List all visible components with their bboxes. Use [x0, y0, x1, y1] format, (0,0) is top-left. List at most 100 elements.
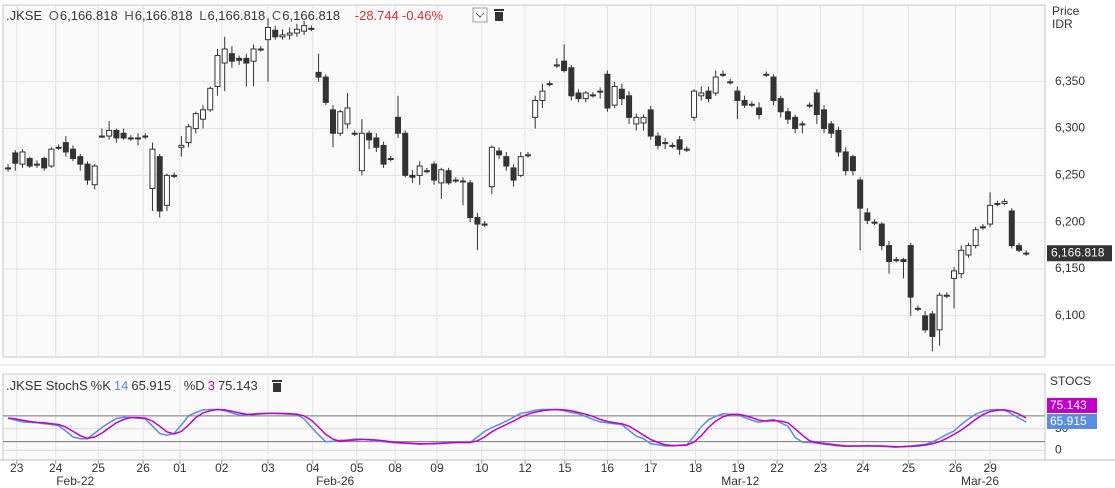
value-tag [1047, 397, 1097, 413]
candle-body [575, 92, 582, 100]
x-major-label: Mar-12 [721, 474, 759, 488]
candle-body [127, 137, 134, 140]
candle-body [84, 163, 91, 181]
candle-body [19, 151, 26, 165]
ohlc-label: H [124, 8, 134, 23]
y-tick-label: 6,100 [1055, 308, 1085, 322]
x-tick-label: 02 [215, 461, 229, 475]
x-major-label: Feb-22 [56, 474, 94, 488]
x-tick-label: 26 [136, 461, 150, 475]
candle-body [691, 90, 698, 118]
x-tick-label: 04 [306, 461, 320, 475]
ohlc-value: 6,166.818 [282, 8, 341, 23]
ohlc-label: O [48, 8, 59, 23]
candle-body [539, 90, 546, 101]
candle-body [286, 32, 293, 36]
candle-body [770, 76, 777, 101]
candle-body [626, 95, 633, 118]
x-tick-label: 10 [475, 461, 489, 475]
candle-body [893, 259, 900, 262]
candle-body [221, 48, 228, 64]
d-value: 75.143 [217, 378, 258, 393]
candle-body [698, 92, 705, 97]
delete-icon[interactable] [494, 9, 504, 21]
candle-body [55, 146, 62, 149]
candle-body [828, 123, 835, 134]
candle-body [857, 179, 864, 209]
d-period: 3 [207, 378, 215, 393]
candle-body [705, 90, 712, 100]
candle-body [243, 57, 250, 64]
y-tick-label: 6,350 [1055, 74, 1085, 88]
candle-body [192, 113, 199, 130]
candle-body [669, 144, 676, 147]
candle-body [871, 221, 878, 224]
candle-body [402, 132, 409, 176]
candle-body [113, 129, 120, 139]
candle-body [994, 202, 1001, 205]
x-tick-label: 05 [350, 461, 364, 475]
dropdown-icon[interactable] [472, 7, 488, 23]
candle-body [409, 174, 416, 178]
change-percent: -0.46% [401, 8, 444, 23]
candle-body [200, 109, 207, 120]
candle-body [366, 132, 373, 141]
candle-body [467, 182, 474, 219]
candle-body [70, 148, 77, 160]
ohlc-value: 6,166.818 [134, 8, 193, 23]
stoch-title: .JKSE StochS [6, 378, 88, 393]
candle-body [272, 29, 279, 38]
candle-body [452, 179, 459, 182]
candle-body [907, 245, 914, 298]
x-tick-label: 19 [731, 461, 745, 475]
candle-body [5, 167, 12, 170]
candle-body [640, 116, 647, 124]
dropdown-box[interactable] [472, 7, 488, 23]
candle-body [265, 26, 272, 41]
candle-body [149, 148, 156, 189]
candle-body [654, 135, 661, 146]
x-tick-label: 24 [49, 461, 63, 475]
candle-body [423, 170, 430, 173]
candle-body [763, 73, 770, 76]
candle-body [784, 111, 791, 120]
candle-body [741, 99, 748, 106]
x-tick-label: 26 [949, 461, 963, 475]
x-tick-label: 25 [902, 461, 916, 475]
candle-body [821, 109, 828, 130]
candle-body [48, 148, 55, 167]
candle-body [756, 107, 763, 116]
candle-body [250, 48, 257, 62]
candle-body [553, 64, 560, 67]
candle-body [301, 25, 308, 32]
candle-body [532, 99, 539, 118]
x-tick-label: 22 [770, 461, 784, 475]
y-tick-label: 6,300 [1055, 121, 1085, 135]
y-tick-label: 6,200 [1055, 214, 1085, 228]
candle-body [662, 142, 669, 145]
x-tick-label: 25 [92, 461, 106, 475]
candle-body [394, 116, 401, 134]
candle-body [26, 158, 33, 167]
candle-body [474, 217, 481, 225]
candle-body [633, 116, 640, 125]
ohlc-label: L [199, 8, 207, 23]
candle-body [1023, 252, 1030, 255]
stoch-header: .JKSE StochS %K 14 65.915 %D 3 75.143 [6, 378, 261, 393]
candle-body [922, 315, 929, 331]
candle-body [77, 156, 84, 165]
candle-body [416, 165, 423, 176]
candle-body [929, 313, 936, 337]
candle-body [972, 229, 979, 247]
candle-body [445, 170, 452, 184]
last-price-label: 6,166.818 [1051, 245, 1105, 259]
candle-body [330, 109, 337, 134]
candle-body [517, 156, 524, 176]
candle-body [106, 129, 113, 137]
trash-lid [494, 9, 504, 11]
delete-icon[interactable] [272, 380, 282, 392]
candle-body [488, 146, 495, 188]
ohlc-value: 6,166.818 [59, 8, 118, 23]
candle-body [748, 103, 755, 106]
